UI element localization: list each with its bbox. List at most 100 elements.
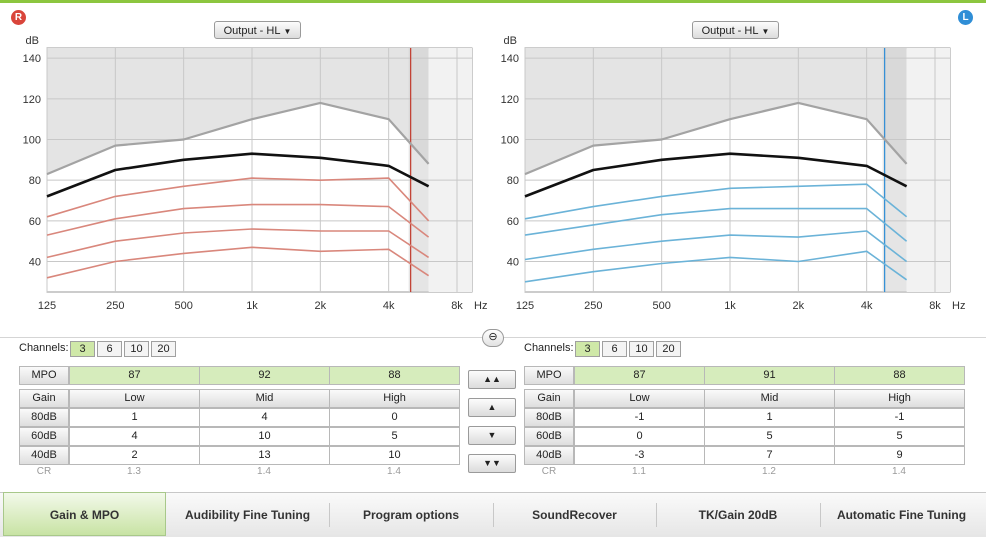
band-header-high[interactable]: High bbox=[834, 389, 965, 408]
increase-button[interactable]: ▲ bbox=[468, 398, 516, 417]
left-ear-gain-chart[interactable]: 140 120 100 80 60 40 125 250 500 1k 2k 4k 8k dB Hz bbox=[478, 34, 968, 314]
x-tick-label: 125 bbox=[516, 300, 534, 312]
gain-cell[interactable]: 1 bbox=[704, 408, 835, 427]
channel-option-6[interactable]: 6 bbox=[602, 341, 627, 357]
gain-level-40db[interactable]: 40dB bbox=[524, 446, 574, 465]
top-accent-bar bbox=[0, 0, 986, 3]
right-ear-gain-chart[interactable]: 140 120 100 80 60 40 125 250 500 1k 2k 4k 8k dB Hz bbox=[0, 34, 490, 314]
gain-level-80db[interactable]: 80dB bbox=[19, 408, 69, 427]
gain-cell[interactable]: 7 bbox=[704, 446, 835, 465]
mpo-value-high[interactable]: 88 bbox=[834, 366, 965, 385]
left-output-dropdown[interactable]: Output - HL ▼ bbox=[692, 21, 779, 39]
mpo-value-low[interactable]: 87 bbox=[574, 366, 705, 385]
mpo-button[interactable]: MPO bbox=[524, 366, 574, 385]
x-tick-label: 250 bbox=[584, 300, 602, 312]
gain-cell[interactable]: 2 bbox=[69, 446, 200, 465]
target-curve bbox=[46, 152, 430, 198]
channel-option-10[interactable]: 10 bbox=[124, 341, 149, 357]
y-unit-label: dB bbox=[26, 35, 39, 47]
gain-level-80db[interactable]: 80dB bbox=[524, 408, 574, 427]
y-tick-label: 40 bbox=[29, 257, 41, 269]
mpo-value-low[interactable]: 87 bbox=[69, 366, 200, 385]
gain-cell[interactable]: 10 bbox=[329, 446, 460, 465]
gain-cell[interactable]: 5 bbox=[834, 427, 965, 446]
x-tick-label: 1k bbox=[724, 300, 736, 312]
high-frequency-region bbox=[882, 48, 907, 292]
gain-cell[interactable]: 13 bbox=[199, 446, 330, 465]
y-tick-label: 100 bbox=[23, 135, 41, 147]
gain-cell[interactable]: -3 bbox=[574, 446, 705, 465]
tab-tk-gain-20db[interactable]: TK/Gain 20dB bbox=[698, 508, 778, 522]
x-tick-label: 8k bbox=[451, 300, 463, 312]
y-unit-label: dB bbox=[504, 35, 517, 47]
mpo-value-mid[interactable]: 91 bbox=[704, 366, 835, 385]
output-curve-loud bbox=[524, 183, 908, 220]
decrease-max-button[interactable]: ▼▼ bbox=[468, 454, 516, 473]
x-tick-label: 1k bbox=[246, 300, 258, 312]
link-ears-button[interactable]: ⊖ bbox=[482, 329, 504, 347]
band-header-low[interactable]: Low bbox=[69, 389, 200, 408]
tab-automatic-fine-tuning[interactable]: Automatic Fine Tuning bbox=[836, 508, 967, 522]
right-output-dropdown[interactable]: Output - HL ▼ bbox=[214, 21, 301, 39]
y-tick-label: 100 bbox=[501, 135, 519, 147]
gain-cell[interactable]: 5 bbox=[704, 427, 835, 446]
gain-level-40db[interactable]: 40dB bbox=[19, 446, 69, 465]
gain-level-60db[interactable]: 60dB bbox=[19, 427, 69, 446]
output-curve-medium bbox=[524, 207, 908, 242]
gain-button[interactable]: Gain bbox=[524, 389, 574, 408]
tab-gain-mpo[interactable]: Gain & MPO bbox=[3, 492, 166, 536]
gain-cell[interactable]: 1 bbox=[69, 408, 200, 427]
x-tick-label: 8k bbox=[929, 300, 941, 312]
y-tick-label: 80 bbox=[29, 175, 41, 187]
x-tick-label: 500 bbox=[174, 300, 192, 312]
increase-max-button[interactable]: ▲▲ bbox=[468, 370, 516, 389]
gain-cell[interactable]: 5 bbox=[329, 427, 460, 446]
mpo-button[interactable]: MPO bbox=[19, 366, 69, 385]
gain-cell[interactable]: 4 bbox=[199, 408, 330, 427]
x-tick-label: 2k bbox=[793, 300, 805, 312]
band-header-mid[interactable]: Mid bbox=[199, 389, 330, 408]
band-header-low[interactable]: Low bbox=[574, 389, 705, 408]
cr-label: CR bbox=[541, 466, 557, 477]
gain-cell[interactable]: -1 bbox=[574, 408, 705, 427]
channel-option-3[interactable]: 3 bbox=[70, 341, 95, 357]
gain-cell[interactable]: 0 bbox=[574, 427, 705, 446]
uncomfortable-level-curve bbox=[46, 101, 430, 176]
channel-option-20[interactable]: 20 bbox=[151, 341, 176, 357]
gain-cell[interactable]: 4 bbox=[69, 427, 200, 446]
output-curve-medium bbox=[46, 203, 430, 238]
y-tick-label: 140 bbox=[23, 53, 41, 65]
gain-cell[interactable]: 10 bbox=[199, 427, 330, 446]
gain-level-60db[interactable]: 60dB bbox=[524, 427, 574, 446]
band-header-mid[interactable]: Mid bbox=[704, 389, 835, 408]
gain-cell[interactable]: 0 bbox=[329, 408, 460, 427]
x-unit-label: Hz bbox=[474, 300, 487, 312]
right-output-dropdown-label: Output - HL bbox=[223, 25, 281, 37]
mpo-value-mid[interactable]: 92 bbox=[199, 366, 330, 385]
tab-program-options[interactable]: Program options bbox=[362, 508, 459, 522]
x-tick-label: 250 bbox=[106, 300, 124, 312]
gain-cell[interactable]: 9 bbox=[834, 446, 965, 465]
tab-soundrecover[interactable]: SoundRecover bbox=[532, 508, 617, 522]
link-icon: ⊖ bbox=[488, 331, 498, 343]
right-ear-badge: R bbox=[11, 10, 26, 25]
tab-audibility-fine-tuning[interactable]: Audibility Fine Tuning bbox=[184, 508, 311, 522]
channel-option-6[interactable]: 6 bbox=[97, 341, 122, 357]
channel-option-3[interactable]: 3 bbox=[575, 341, 600, 357]
decrease-button[interactable]: ▼ bbox=[468, 426, 516, 445]
channel-option-10[interactable]: 10 bbox=[629, 341, 654, 357]
gain-cell[interactable]: -1 bbox=[834, 408, 965, 427]
cr-value: 1.4 bbox=[892, 466, 906, 477]
output-curve-quiet bbox=[524, 250, 908, 283]
output-curve-soft bbox=[524, 230, 908, 263]
left-channels-label: Channels: bbox=[524, 342, 574, 354]
x-tick-label: 500 bbox=[652, 300, 670, 312]
gain-button[interactable]: Gain bbox=[19, 389, 69, 408]
band-header-high[interactable]: High bbox=[329, 389, 460, 408]
mpo-value-high[interactable]: 88 bbox=[329, 366, 460, 385]
x-tick-label: 4k bbox=[861, 300, 873, 312]
y-tick-label: 120 bbox=[23, 94, 41, 106]
channel-option-20[interactable]: 20 bbox=[656, 341, 681, 357]
tab-separator bbox=[329, 503, 330, 527]
tab-separator bbox=[820, 503, 821, 527]
